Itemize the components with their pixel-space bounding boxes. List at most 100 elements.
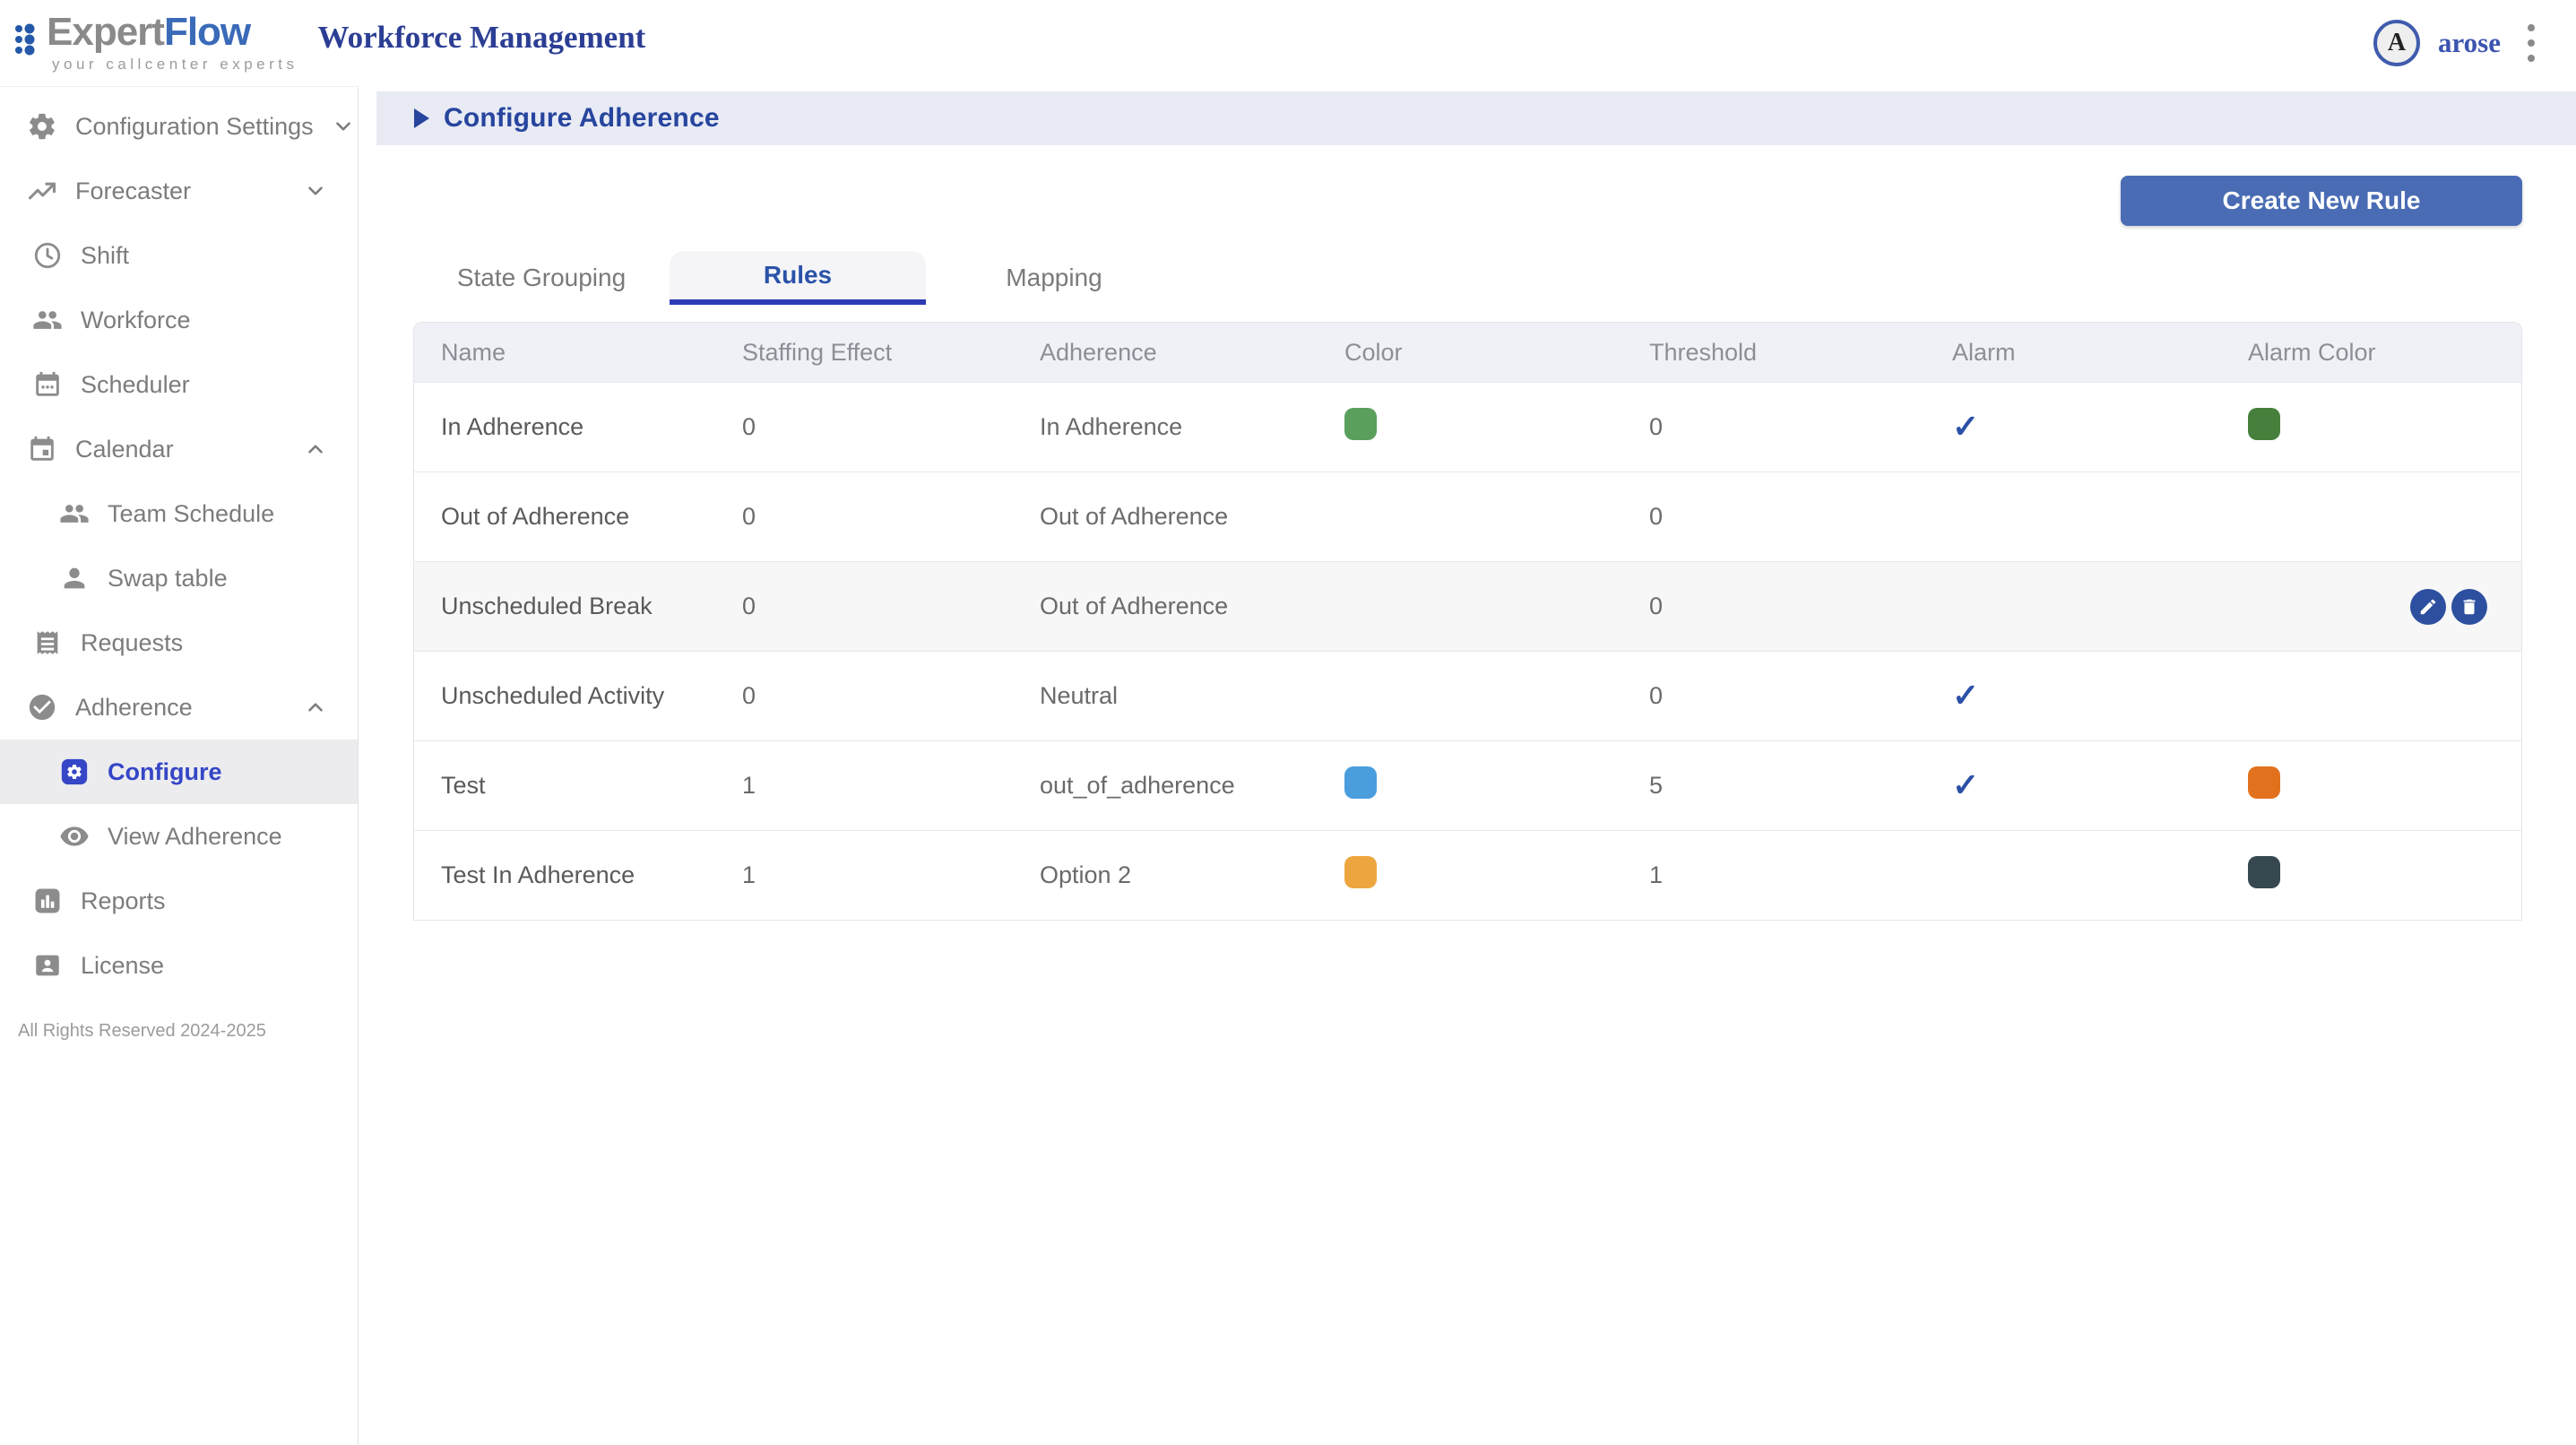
cell-staffing-effect: 0 <box>742 593 756 619</box>
top-bar: ExpertFlow your callcenter experts Workf… <box>0 0 2576 86</box>
gear-square-icon <box>59 757 90 787</box>
sidebar-item-adherence[interactable]: Adherence <box>0 675 358 740</box>
calendar-dots-icon <box>32 369 63 400</box>
sidebar-item-label: Shift <box>81 241 130 269</box>
column-header-name: Name <box>441 338 506 366</box>
sidebar-item-scheduler[interactable]: Scheduler <box>0 352 358 417</box>
rules-table: Name Staffing Effect Adherence Color Thresho… <box>413 322 2522 921</box>
table-header-row: Name Staffing Effect Adherence Color Thresho… <box>414 323 2521 382</box>
username[interactable]: arose <box>2437 27 2501 58</box>
cell-name: Unscheduled Activity <box>441 682 665 709</box>
cell-alarm: ✓ <box>1925 769 2221 802</box>
sidebar-item-configuration-settings[interactable]: Configuration Settings <box>0 94 358 159</box>
delete-button[interactable] <box>2451 588 2487 625</box>
tab-rules[interactable]: Rules <box>670 251 926 305</box>
pencil-icon <box>2418 597 2438 617</box>
sidebar-item-configure[interactable]: Configure <box>0 740 358 804</box>
sidebar-item-swap-table[interactable]: Swap table <box>0 546 358 610</box>
column-header-alarm: Alarm <box>1952 338 2016 366</box>
table-row-in-adherence[interactable]: In Adherence 0 In Adherence 0 ✓ <box>414 382 2521 472</box>
tab-state-grouping[interactable]: State Grouping <box>456 264 627 291</box>
sidebar-item-label: Adherence <box>75 693 193 721</box>
cell-staffing-effect: 0 <box>742 503 756 530</box>
chevron-down-icon[interactable] <box>332 115 355 138</box>
cell-color <box>1318 408 1622 446</box>
avatar[interactable]: A <box>2373 20 2420 66</box>
sidebar-item-label: Swap table <box>108 564 228 592</box>
trash-icon <box>2459 597 2479 617</box>
sidebar-item-team-schedule[interactable]: Team Schedule <box>0 481 358 546</box>
band-title: Configure Adherence <box>444 103 720 133</box>
calendar-square-icon <box>27 434 57 464</box>
kebab-menu-icon[interactable] <box>2519 19 2544 67</box>
receipt-icon <box>32 627 63 658</box>
logo-wordmark: ExpertFlow <box>47 10 251 54</box>
cell-alarm-color <box>2221 766 2521 805</box>
cell-name: In Adherence <box>441 413 584 440</box>
content-inner: Create New Rule State Grouping Rules Mappi… <box>359 145 2576 921</box>
sidebar-item-forecaster[interactable]: Forecaster <box>0 159 358 223</box>
cell-alarm: ✓ <box>1925 679 2221 713</box>
table-row-unscheduled-break[interactable]: Unscheduled Break 0 Out of Adherence 0 <box>414 561 2521 651</box>
cell-threshold: 0 <box>1649 593 1664 619</box>
cell-alarm-color <box>2221 408 2521 446</box>
cell-staffing-effect: 1 <box>742 772 756 799</box>
cell-adherence: Out of Adherence <box>1040 503 1229 530</box>
badge-icon <box>32 950 63 981</box>
table-row-unscheduled-activity[interactable]: Unscheduled Activity 0 Neutral 0 ✓ <box>414 651 2521 740</box>
create-new-rule-button[interactable]: Create New Rule <box>2121 176 2522 226</box>
column-header-threshold: Threshold <box>1649 338 1758 366</box>
cell-threshold: 0 <box>1649 682 1664 709</box>
cell-staffing-effect: 1 <box>742 861 756 888</box>
sidebar-item-workforce[interactable]: Workforce <box>0 288 358 352</box>
cell-threshold: 1 <box>1649 861 1664 888</box>
page-title: Workforce Management <box>317 20 646 55</box>
alarm-color-swatch <box>2248 408 2280 440</box>
sidebar-item-license[interactable]: License <box>0 933 358 998</box>
alarm-color-swatch <box>2248 856 2280 888</box>
color-swatch <box>1344 408 1377 440</box>
bar-chart-icon <box>32 886 63 916</box>
sidebar-item-label: Requests <box>81 628 184 656</box>
chevron-down-icon[interactable] <box>304 179 327 203</box>
logo-text: ExpertFlow your callcenter experts <box>47 13 298 74</box>
person-icon <box>59 563 90 593</box>
sidebar-item-calendar[interactable]: Calendar <box>0 417 358 481</box>
sidebar-item-label: Configure <box>108 757 222 785</box>
check-icon: ✓ <box>1952 766 1980 803</box>
cell-alarm: ✓ <box>1925 411 2221 444</box>
sidebar-item-label: View Adherence <box>108 822 282 850</box>
people-icon <box>32 305 63 335</box>
sidebar-item-requests[interactable]: Requests <box>0 610 358 675</box>
cell-threshold: 5 <box>1649 772 1664 799</box>
gear-icon <box>27 111 57 142</box>
configure-adherence-header[interactable]: Configure Adherence <box>376 91 2576 145</box>
cell-staffing-effect: 0 <box>742 682 756 709</box>
sidebar-item-label: Configuration Settings <box>75 112 314 140</box>
alarm-color-swatch <box>2248 766 2280 799</box>
sidebar-item-reports[interactable]: Reports <box>0 869 358 933</box>
sidebar-item-label: Workforce <box>81 306 191 333</box>
sidebar-item-view-adherence[interactable]: View Adherence <box>0 804 358 869</box>
cell-adherence: In Adherence <box>1040 413 1183 440</box>
tab-mapping[interactable]: Mapping <box>1006 264 1102 291</box>
sidebar-nav: Configuration Settings Forecaster Shift Wor… <box>0 94 358 998</box>
cell-adherence: out_of_adherence <box>1040 772 1235 799</box>
table-row-test-in-adherence[interactable]: Test In Adherence 1 Option 2 1 <box>414 830 2521 920</box>
chevron-up-icon[interactable] <box>304 437 327 461</box>
chevron-up-icon[interactable] <box>304 696 327 719</box>
table-row-test[interactable]: Test 1 out_of_adherence 5 ✓ <box>414 740 2521 830</box>
expand-arrow-icon <box>414 108 429 128</box>
sidebar-item-label: Scheduler <box>81 370 190 398</box>
clock-icon <box>32 240 63 271</box>
trending-up-icon <box>27 176 57 206</box>
edit-button[interactable] <box>2410 588 2446 625</box>
table-row-out-of-adherence[interactable]: Out of Adherence 0 Out of Adherence 0 <box>414 472 2521 561</box>
cell-color <box>1318 766 1622 805</box>
sidebar-item-shift[interactable]: Shift <box>0 223 358 288</box>
expertflow-logo-icon <box>15 23 35 56</box>
cell-adherence: Neutral <box>1040 682 1119 709</box>
sidebar-item-label: Forecaster <box>75 177 192 204</box>
expertflow-logo: ExpertFlow your callcenter experts <box>14 13 298 74</box>
cell-name: Out of Adherence <box>441 503 630 530</box>
